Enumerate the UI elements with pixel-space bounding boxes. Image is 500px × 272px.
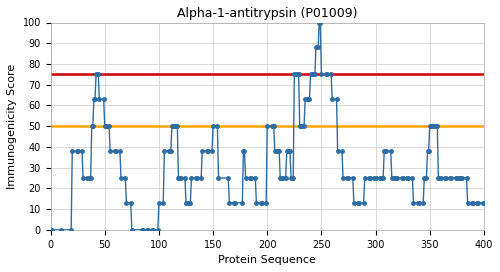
X-axis label: Protein Sequence: Protein Sequence — [218, 255, 316, 265]
Title: Alpha-1-antitrypsin (P01009): Alpha-1-antitrypsin (P01009) — [177, 7, 358, 20]
Y-axis label: Immunogenicity Score: Immunogenicity Score — [7, 64, 17, 189]
